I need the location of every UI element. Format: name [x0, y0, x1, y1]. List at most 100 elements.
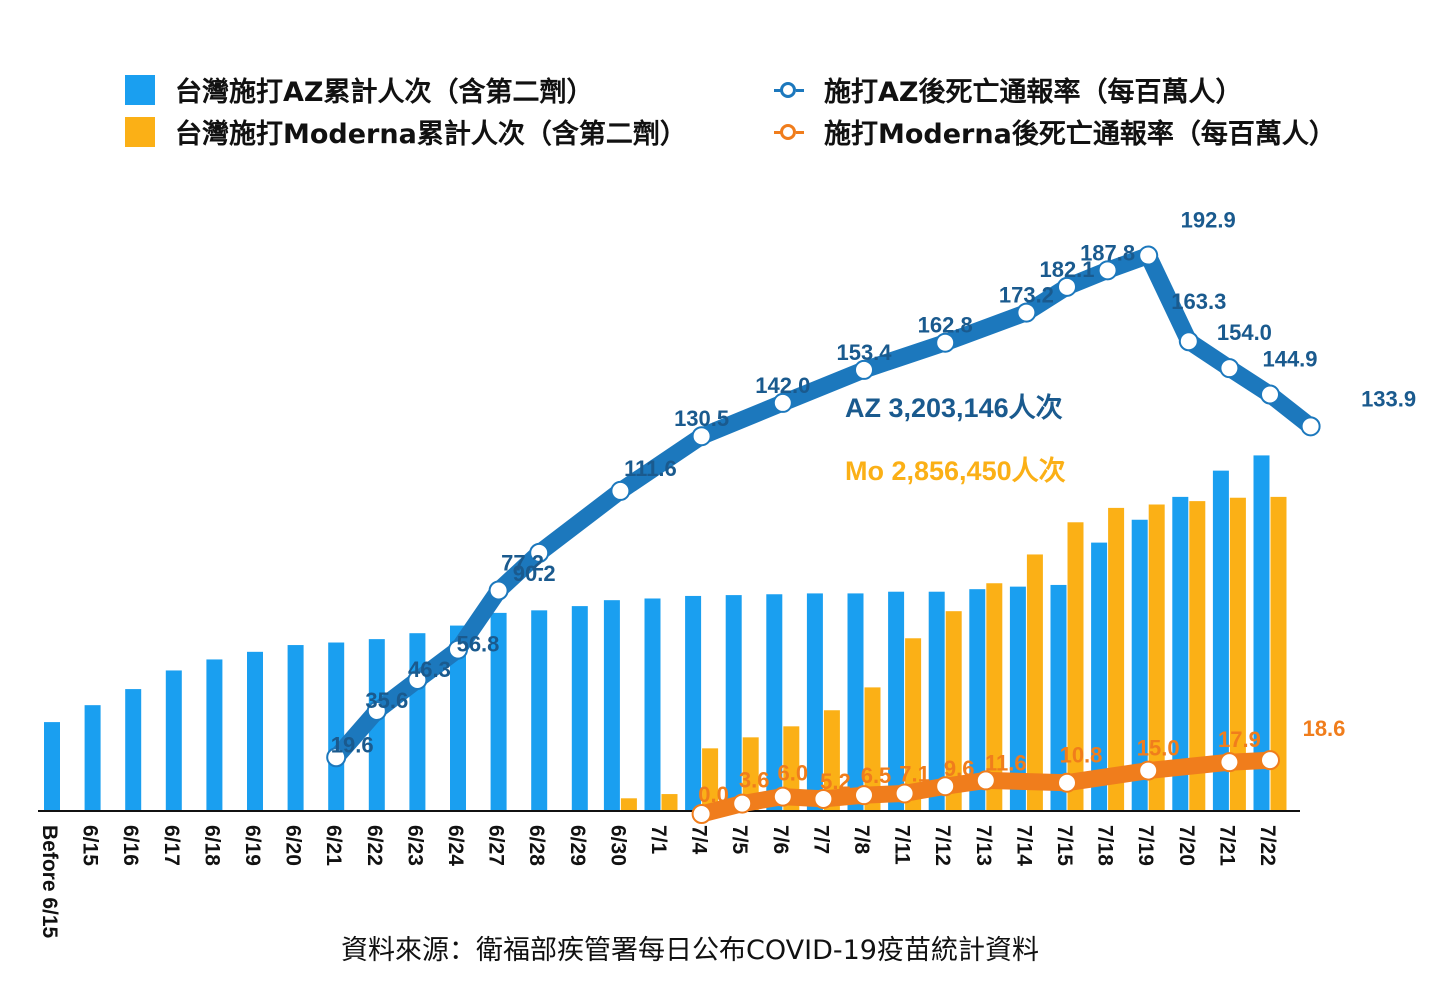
az-death-rate-marker — [1219, 358, 1240, 379]
az-bar — [685, 595, 702, 811]
x-tick-label: 7/18 — [1094, 825, 1117, 866]
moderna-death-rate-marker — [894, 783, 915, 804]
moderna-bar — [1229, 497, 1246, 811]
source-note: 資料來源：衛福部疾管署每日公布COVID-19疫苗統計資料 — [341, 935, 1039, 966]
legend-mo-line: 施打Moderna後死亡通報率（每百萬人） — [774, 112, 1336, 151]
az-death-rate-marker — [407, 669, 428, 690]
x-tick-label: 7/1 — [647, 825, 670, 855]
x-tick-label: 6/27 — [485, 825, 508, 866]
az-bar — [644, 598, 661, 811]
legend-az-bar-swatch — [125, 74, 155, 105]
moderna-bar — [864, 687, 881, 811]
x-tick-label: 6/28 — [525, 825, 548, 866]
az-bar — [1131, 519, 1148, 811]
az-death-rate-value-label: 111.6 — [624, 456, 677, 481]
legend-mo-line-label: 施打Moderna後死亡通報率（每百萬人） — [824, 119, 1336, 150]
moderna-death-rate-marker — [1260, 750, 1280, 771]
az-bar — [806, 593, 823, 811]
x-tick-label: 6/15 — [79, 825, 102, 866]
x-tick-label: 6/19 — [241, 825, 264, 866]
az-bar — [766, 594, 783, 811]
az-bar — [44, 722, 60, 811]
x-tick-label: 7/15 — [1053, 825, 1076, 866]
moderna-death-rate-value-label: 6.5 — [861, 763, 892, 788]
moderna-death-rate-marker — [975, 770, 996, 791]
az-death-rate-value-label: 90.2 — [513, 561, 556, 586]
moderna-death-rate-value-label: 10.8 — [1060, 743, 1103, 768]
az-bar — [603, 600, 620, 811]
az-death-rate-marker — [366, 700, 387, 721]
moderna-death-rate-marker — [854, 785, 874, 806]
x-tick-label: 6/30 — [606, 825, 629, 866]
moderna-bar — [1108, 507, 1125, 811]
az-bar — [1172, 496, 1189, 811]
az-death-rate-value-label: 187.8 — [1080, 240, 1135, 265]
moderna-death-rate-marker — [813, 788, 834, 809]
az-death-rate-marker — [326, 747, 347, 768]
x-tick-label: 7/21 — [1215, 825, 1238, 866]
x-tick-label: 7/12 — [931, 825, 954, 866]
az-death-rate-value-label: 163.3 — [1171, 289, 1226, 314]
az-death-rate-marker — [1260, 384, 1280, 405]
moderna-total-annotation: Mo 2,856,450人次 — [845, 456, 1066, 486]
moderna-death-rate-marker — [1219, 752, 1240, 773]
az-death-rate-marker — [529, 542, 550, 563]
az-bar — [287, 645, 304, 811]
moderna-death-rate-marker — [772, 786, 793, 807]
moderna-death-rate-marker — [691, 804, 712, 824]
az-bar — [1050, 584, 1067, 811]
x-tick-label: 7/13 — [972, 825, 995, 866]
moderna-death-rate-value-label: 5.2 — [820, 769, 851, 794]
x-tick-label: 7/11 — [891, 825, 914, 865]
az-death-rate-value-label: 19.6 — [331, 732, 374, 757]
x-tick-label: 7/20 — [1175, 825, 1198, 866]
moderna-bar — [905, 638, 922, 811]
legend-az-bar-label: 台灣施打AZ累計人次（含第二劑） — [175, 77, 594, 108]
az-death-rate-value-label: 173.2 — [999, 283, 1054, 308]
moderna-bar — [1189, 501, 1206, 811]
legend-az-line-symbol — [774, 81, 804, 99]
az-death-rate-value-label: 56.8 — [457, 632, 500, 657]
x-tick-label: 7/19 — [1134, 825, 1157, 866]
moderna-bar — [823, 710, 840, 811]
az-bar — [1253, 455, 1270, 811]
legend-mo-bar: 台灣施打Moderna累計人次（含第二劑） — [125, 112, 687, 151]
az-bar — [247, 651, 263, 811]
x-tick-label: 6/24 — [444, 825, 467, 866]
x-tick-label: Before 6/15 — [38, 825, 61, 939]
az-death-rate-marker — [488, 580, 509, 601]
x-tick-label: 6/17 — [160, 825, 183, 866]
legend-az-line-label: 施打AZ後死亡通報率（每百萬人） — [824, 77, 1243, 108]
az-total-annotation: AZ 3,203,146人次 — [845, 393, 1063, 423]
x-tick-label: 7/22 — [1256, 825, 1279, 866]
az-death-rate-value-label: 153.4 — [836, 340, 892, 365]
az-bar — [928, 591, 945, 811]
x-tick-label: 7/8 — [850, 825, 873, 855]
az-bar — [725, 595, 742, 811]
az-bar — [1212, 470, 1229, 811]
az-bar — [125, 689, 142, 811]
moderna-bar — [620, 798, 637, 811]
legend-mo-bar-swatch — [125, 116, 155, 147]
az-death-rate-value-label: 142.0 — [755, 373, 810, 398]
legend-az-line: 施打AZ後死亡通報率（每百萬人） — [774, 70, 1242, 109]
az-death-rate-marker — [691, 426, 712, 447]
moderna-bar — [1148, 504, 1165, 811]
moderna-bar — [1067, 522, 1084, 811]
moderna-death-rate-value-label: 0.0 — [698, 782, 729, 807]
az-bar — [571, 606, 588, 811]
az-death-rate-value-label: 77.2 — [501, 551, 544, 576]
az-death-rate-value-label: 133.9 — [1361, 386, 1416, 411]
x-tick-label: 6/20 — [282, 825, 305, 866]
moderna-death-rate-value-label: 3.6 — [739, 768, 770, 793]
az-death-rate-marker — [610, 480, 631, 501]
x-tick-label: 6/21 — [322, 825, 345, 866]
az-death-rate-marker — [448, 639, 468, 660]
az-bar — [847, 593, 864, 811]
moderna-bar — [945, 611, 962, 811]
x-tick-label: 7/5 — [728, 825, 751, 855]
az-bar — [1009, 586, 1026, 811]
az-death-rate-marker — [1016, 302, 1037, 323]
x-tick-label: 6/29 — [566, 825, 589, 866]
moderna-bar — [742, 737, 759, 811]
